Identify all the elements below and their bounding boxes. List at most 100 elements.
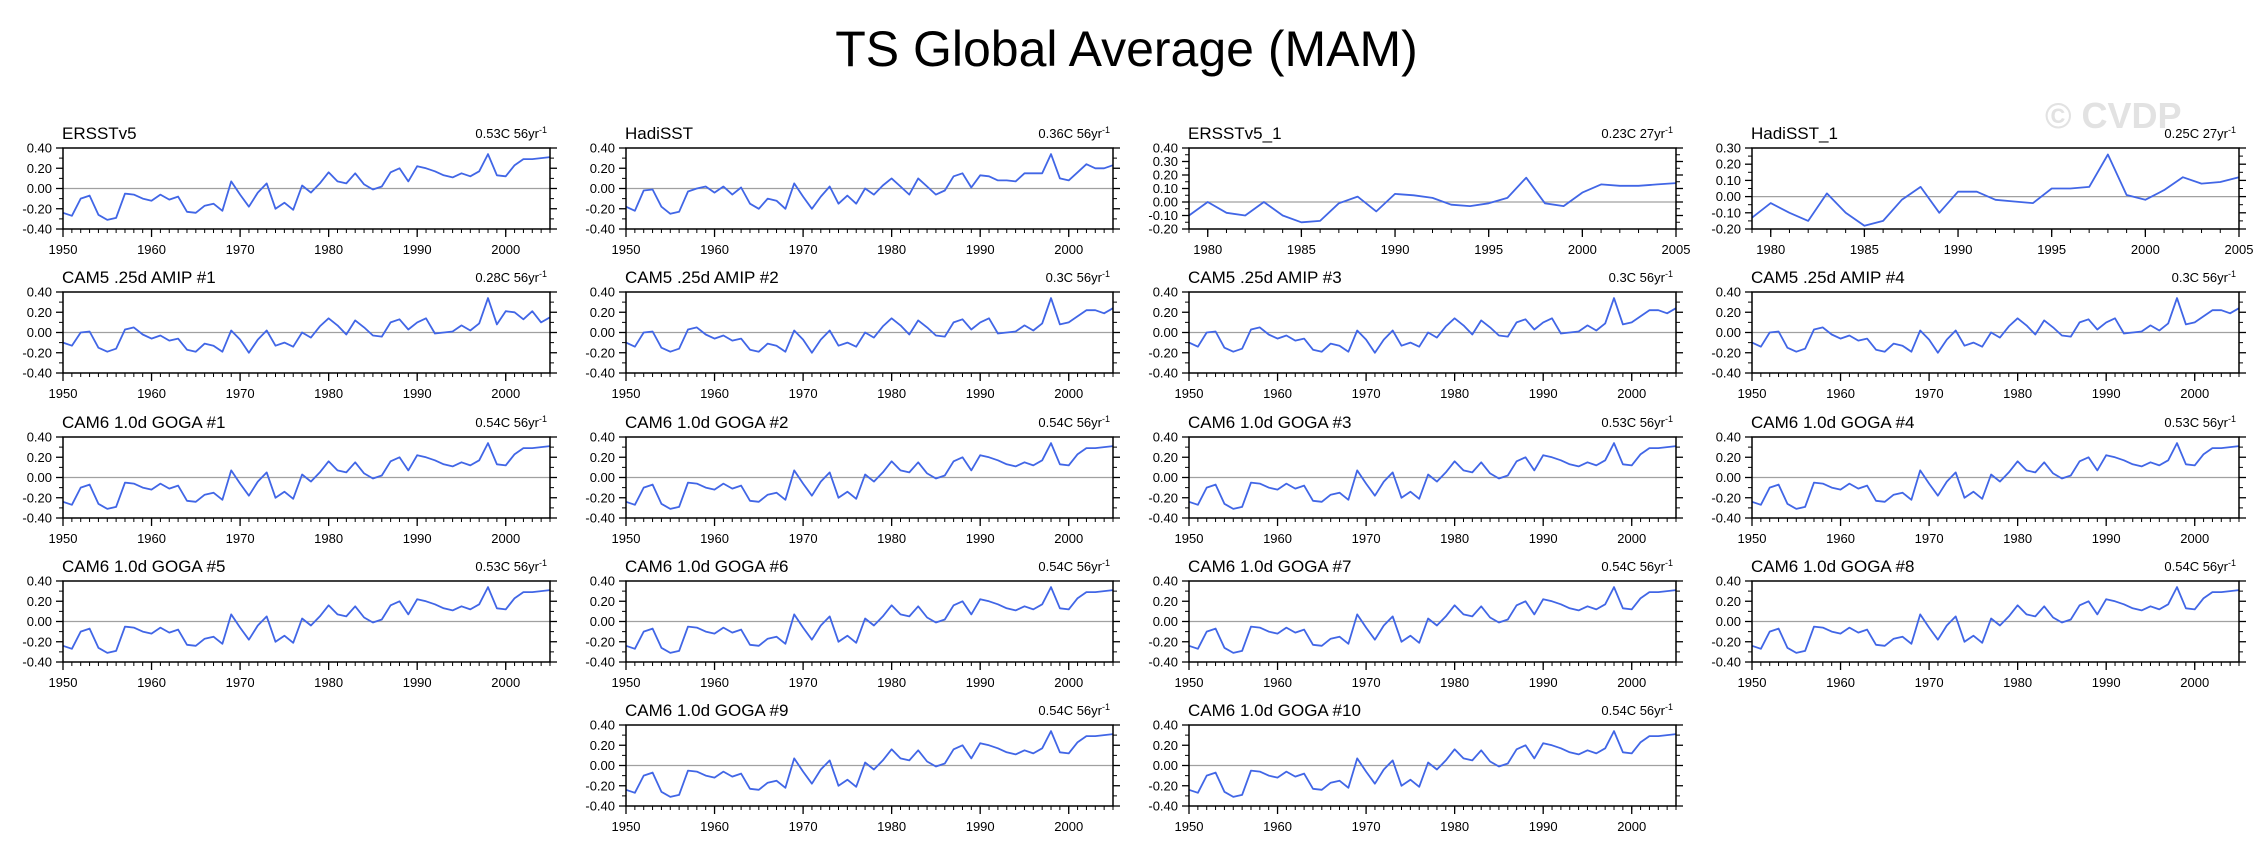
y-tick-label: 0.00 — [590, 758, 615, 773]
trend-label: 0.53C 56yr-1 — [475, 558, 547, 574]
x-tick-label: 1970 — [226, 531, 255, 546]
panel-title: CAM5 .25d AMIP #2 — [625, 268, 779, 287]
y-tick-label: 0.00 — [590, 614, 615, 629]
x-tick-label: 1950 — [612, 386, 641, 401]
panel-title: CAM5 .25d AMIP #3 — [1188, 268, 1342, 287]
trend-label: 0.23C 27yr-1 — [1601, 125, 1673, 141]
y-tick-label: 0.20 — [590, 594, 615, 609]
panel: 0.40 0.20 0.00 -0.20 -0.40 1950 1960 1970 1980 19… — [585, 268, 1120, 401]
series-line — [62, 586, 551, 654]
x-tick-label: 1990 — [1529, 531, 1558, 546]
y-tick-label: 0.00 — [1153, 614, 1178, 629]
x-tick-label: 1980 — [877, 675, 906, 690]
panel: 0.40 0.20 0.00 -0.20 -0.40 1950 1960 1970 1980 19… — [22, 268, 557, 401]
x-tick-label: 1990 — [966, 675, 995, 690]
x-tick-label: 2000 — [1617, 819, 1646, 834]
y-tick-label: -0.20 — [1148, 222, 1178, 237]
x-tick-label: 1990 — [1529, 819, 1558, 834]
x-tick-label: 1960 — [700, 819, 729, 834]
trend-label: 0.36C 56yr-1 — [1038, 125, 1110, 141]
panel: 0.40 0.20 0.00 -0.20 -0.40 1950 1960 1970 1980 19… — [22, 557, 557, 690]
y-tick-label: -0.40 — [22, 655, 52, 670]
x-tick-label: 2000 — [1054, 242, 1083, 257]
x-tick-label: 1950 — [1175, 675, 1204, 690]
y-tick-label: 0.00 — [1153, 195, 1178, 210]
y-tick-label: 0.40 — [27, 430, 52, 445]
x-tick-label: 1960 — [1263, 819, 1292, 834]
x-tick-label: 1980 — [314, 386, 343, 401]
y-tick-label: 0.20 — [27, 305, 52, 320]
trend-label: 0.54C 56yr-1 — [1601, 702, 1673, 718]
y-tick-label: -0.20 — [1711, 222, 1741, 237]
y-tick-label: -0.20 — [585, 634, 615, 649]
x-tick-label: 1960 — [1263, 386, 1292, 401]
panel-title: CAM6 1.0d GOGA #4 — [1751, 413, 1914, 432]
panel-title: CAM5 .25d AMIP #4 — [1751, 268, 1905, 287]
watermark: © CVDP — [2045, 95, 2182, 136]
x-tick-label: 1980 — [1440, 531, 1469, 546]
panel: 0.300.200.100.00-0.10 -0.20 1980 1985 1990 19… — [1711, 124, 2253, 257]
panel: 0.40 0.20 0.00 -0.20 -0.40 1950 1960 1970 1980 19… — [1148, 701, 1683, 834]
y-tick-label: 0.00 — [590, 181, 615, 196]
x-tick-label: 1990 — [1529, 386, 1558, 401]
x-tick-label: 1950 — [49, 531, 78, 546]
y-tick-label: 0.20 — [1153, 450, 1178, 465]
panel-title: CAM6 1.0d GOGA #6 — [625, 557, 788, 576]
y-tick-label: 0.00 — [1153, 758, 1178, 773]
y-tick-label: 0.20 — [27, 450, 52, 465]
x-tick-label: 2000 — [2180, 531, 2209, 546]
x-tick-label: 2000 — [1617, 386, 1646, 401]
x-tick-label: 1970 — [1915, 675, 1944, 690]
y-tick-label: 0.40 — [1153, 285, 1178, 300]
x-tick-label: 1970 — [789, 819, 818, 834]
x-tick-label: 1990 — [403, 531, 432, 546]
x-tick-label: 1990 — [2092, 386, 2121, 401]
y-tick-label: -0.40 — [1148, 511, 1178, 526]
x-tick-label: 1950 — [1738, 386, 1767, 401]
x-tick-label: 1990 — [966, 819, 995, 834]
x-tick-label: 1960 — [1263, 675, 1292, 690]
x-tick-label: 1950 — [612, 531, 641, 546]
panel: 0.40 0.20 0.00 -0.20 -0.40 1950 1960 1970 1980 19… — [22, 413, 557, 546]
x-tick-label: 1990 — [1944, 242, 1973, 257]
y-tick-label: -0.20 — [22, 490, 52, 505]
x-tick-label: 1980 — [314, 531, 343, 546]
x-tick-label: 1980 — [877, 242, 906, 257]
y-tick-label: 0.00 — [1716, 614, 1741, 629]
x-tick-label: 1960 — [137, 242, 166, 257]
x-tick-label: 1980 — [314, 675, 343, 690]
x-tick-label: 2005 — [2225, 242, 2253, 257]
x-tick-label: 1950 — [612, 675, 641, 690]
x-tick-label: 1990 — [966, 531, 995, 546]
x-tick-label: 1980 — [877, 386, 906, 401]
x-tick-label: 2000 — [491, 386, 520, 401]
x-tick-label: 1980 — [877, 531, 906, 546]
y-tick-label: -0.40 — [22, 511, 52, 526]
x-tick-label: 2000 — [1054, 531, 1083, 546]
y-tick-label: 0.20 — [27, 161, 52, 176]
panel: 0.40 0.20 0.00 -0.20 -0.40 1950 1960 1970 1980 19… — [585, 701, 1120, 834]
y-tick-label: 0.20 — [27, 594, 52, 609]
x-tick-label: 2005 — [1662, 242, 1691, 257]
y-tick-label: 0.40 — [1153, 430, 1178, 445]
y-tick-label: 0.40 — [1716, 285, 1741, 300]
series-line — [1188, 176, 1677, 224]
x-tick-label: 1990 — [1381, 242, 1410, 257]
y-tick-label: -0.40 — [1148, 799, 1178, 814]
series-line — [625, 297, 1114, 354]
x-tick-label: 1990 — [1529, 675, 1558, 690]
y-tick-label: 0.40 — [1153, 141, 1178, 156]
panel-title: CAM6 1.0d GOGA #3 — [1188, 413, 1351, 432]
y-tick-label: 0.40 — [27, 574, 52, 589]
y-tick-label: -0.20 — [1148, 778, 1178, 793]
y-tick-label: -0.40 — [1711, 366, 1741, 381]
panel: 0.40 0.20 0.00 -0.20 -0.40 1950 1960 1970 1980 19… — [585, 124, 1120, 257]
y-tick-label: -0.40 — [1711, 511, 1741, 526]
x-tick-label: 1970 — [1915, 386, 1944, 401]
y-tick-label: -0.20 — [22, 201, 52, 216]
series-line — [625, 730, 1114, 798]
y-tick-label: 0.20 — [1716, 157, 1741, 172]
x-tick-label: 1950 — [1175, 531, 1204, 546]
x-tick-label: 1980 — [1756, 242, 1785, 257]
y-tick-label: 0.10 — [1153, 181, 1178, 196]
